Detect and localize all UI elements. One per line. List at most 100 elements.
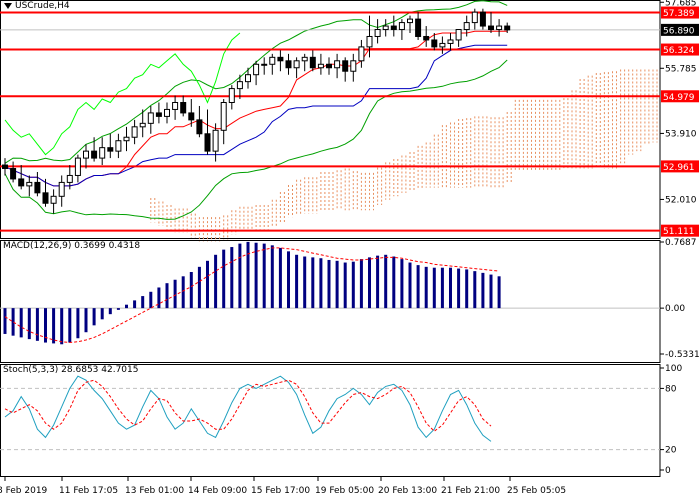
candle-bear xyxy=(342,60,349,72)
macd-bar xyxy=(125,304,128,309)
macd-bar xyxy=(489,274,493,309)
time-tick-label: 21 Feb 21:00 xyxy=(441,486,500,496)
time-tick-label: 15 Feb 17:00 xyxy=(251,486,310,496)
macd-bar xyxy=(416,265,420,309)
candle-bull xyxy=(447,39,454,44)
macd-bar xyxy=(497,276,501,309)
chikou-line xyxy=(4,32,241,156)
chart-title-text: USCrude,H4 xyxy=(15,1,70,11)
level-label-box xyxy=(661,90,699,103)
price-tick-label: 52.010 xyxy=(665,195,697,205)
macd-bar xyxy=(359,259,363,309)
macd-bar xyxy=(246,241,250,309)
macd-bar xyxy=(408,262,412,309)
bollinger-lower-line xyxy=(4,59,508,220)
chart-title: USCrude,H4 xyxy=(4,1,70,11)
level-label: 51.111 xyxy=(663,227,695,237)
macd-bar xyxy=(465,269,469,309)
candle-bull xyxy=(164,108,170,117)
stoch-tick-label: 80 xyxy=(665,384,677,394)
candle-bull xyxy=(366,35,373,48)
macd-axis: 0.7687 0.00 -0.5331 xyxy=(660,238,700,360)
candle-bear xyxy=(155,112,162,117)
macd-bar xyxy=(319,258,323,309)
macd-tick-label: -0.5331 xyxy=(665,350,700,360)
macd-bar xyxy=(165,283,169,309)
macd-bar xyxy=(108,308,112,315)
candle-bear xyxy=(180,101,187,114)
candle-bull xyxy=(261,63,268,66)
candle-bull xyxy=(115,140,122,152)
macd-bar xyxy=(3,308,7,334)
price-tick-label: 57.685 xyxy=(665,0,697,8)
candle-bull xyxy=(317,63,324,69)
candle-bull xyxy=(245,74,251,83)
macd-bar xyxy=(270,245,274,309)
stoch-tick-label: 0 xyxy=(665,466,671,476)
candle-bear xyxy=(309,56,316,69)
time-tick-label: 11 Feb 17:05 xyxy=(59,486,118,496)
macd-bar xyxy=(141,296,145,309)
candle-bear xyxy=(390,25,397,31)
current-price-box xyxy=(661,23,699,36)
level-labels: 57.389 56.324 54.979 52.961 51.111 56.890 xyxy=(661,6,699,237)
time-tick-label: 19 Feb 05:00 xyxy=(315,486,374,496)
macd-bar xyxy=(181,276,185,309)
candle-bull xyxy=(350,60,357,72)
macd-bar xyxy=(100,308,104,320)
macd-tick-label: 0.7687 xyxy=(665,238,697,248)
macd-histogram xyxy=(3,241,501,345)
macd-bar xyxy=(262,243,266,309)
level-label: 57.389 xyxy=(663,9,695,19)
candle-bull xyxy=(439,42,446,48)
macd-bar xyxy=(424,266,428,309)
stoch-signal-line xyxy=(4,379,492,432)
candle-bear xyxy=(504,25,511,31)
candle-bear xyxy=(204,133,211,152)
stoch-levels xyxy=(0,387,660,451)
macd-bar xyxy=(214,254,218,309)
level-label: 52.961 xyxy=(663,163,695,173)
stoch-tick-label: 20 xyxy=(665,446,677,456)
level-label: 56.324 xyxy=(663,46,695,56)
macd-bar xyxy=(384,254,388,309)
macd-bar xyxy=(92,308,96,326)
candle-bull xyxy=(236,81,243,90)
candle-bear xyxy=(34,181,41,194)
macd-signal-polyline xyxy=(4,247,500,344)
macd-bar xyxy=(440,267,444,309)
candle-bull xyxy=(293,60,300,69)
macd-title: MACD(12,26,9) 0.3699 0.4318 xyxy=(3,241,141,251)
macd-bar xyxy=(230,247,234,309)
macd-bar xyxy=(76,308,80,339)
candle-bull xyxy=(382,25,389,31)
candle-bear xyxy=(196,119,203,135)
macd-bar xyxy=(52,308,56,344)
macd-bar xyxy=(84,308,88,333)
stoch-main-line xyxy=(4,375,492,442)
candle-bear xyxy=(277,56,284,62)
macd-bar xyxy=(173,279,177,309)
macd-bar xyxy=(449,267,452,309)
level-label-box xyxy=(661,160,699,173)
macd-tick-label: 0.00 xyxy=(665,304,685,314)
stoch-axis: 100 80 20 0 xyxy=(660,364,682,476)
candle-bull xyxy=(398,22,405,31)
candle-bull xyxy=(123,136,130,142)
candle-bull xyxy=(220,101,227,131)
macd-bar xyxy=(311,257,315,309)
candle-bull xyxy=(228,88,235,103)
candle-bear xyxy=(431,39,438,48)
candle-bull xyxy=(212,129,219,152)
stoch-lines xyxy=(4,375,492,442)
macd-signal-line xyxy=(4,247,500,344)
candle-bull xyxy=(334,60,341,69)
macd-bar xyxy=(481,272,485,309)
time-axis: 8 Feb 2019 11 Feb 17:05 13 Feb 01:00 14 Feb… xyxy=(0,476,566,496)
macd-bar xyxy=(400,259,404,309)
candle-bull xyxy=(301,56,308,62)
level-label-box xyxy=(661,43,699,56)
macd-bar xyxy=(206,260,209,309)
candle-bear xyxy=(415,18,422,37)
